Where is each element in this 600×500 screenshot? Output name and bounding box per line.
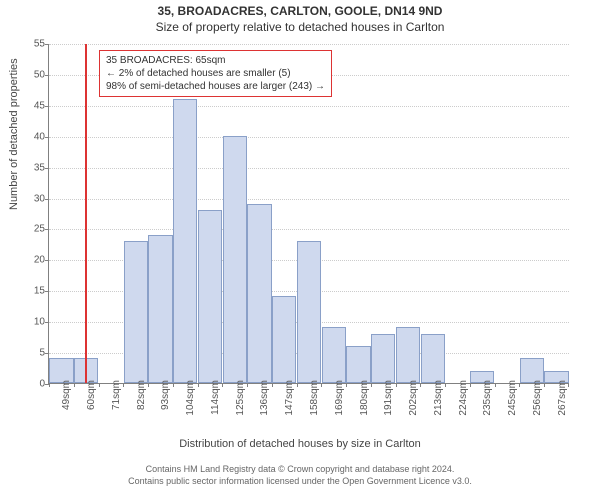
x-tick-mark: [544, 383, 545, 387]
y-tick-mark: [45, 137, 49, 138]
x-tick-mark: [74, 383, 75, 387]
y-axis-label: Number of detached properties: [8, 58, 20, 210]
x-tick-mark: [272, 383, 273, 387]
y-tick-label: 10: [21, 317, 45, 328]
footer-line-1: Contains HM Land Registry data © Crown c…: [0, 464, 600, 476]
x-tick-label: 180sqm: [359, 380, 370, 416]
histogram-bar: [396, 327, 420, 383]
x-tick-label: 114sqm: [210, 380, 221, 415]
y-tick-mark: [45, 322, 49, 323]
y-tick-mark: [45, 353, 49, 354]
x-tick-mark: [470, 383, 471, 387]
x-tick-label: 256sqm: [532, 380, 543, 416]
x-tick-mark: [321, 383, 322, 387]
x-tick-mark: [198, 383, 199, 387]
y-tick-label: 55: [21, 39, 45, 50]
x-tick-label: 191sqm: [383, 380, 394, 416]
grid-line: [49, 137, 569, 138]
page-title: 35, BROADACRES, CARLTON, GOOLE, DN14 9ND: [0, 4, 600, 18]
x-tick-label: 267sqm: [557, 380, 568, 416]
y-tick-label: 30: [21, 193, 45, 204]
histogram-bar: [173, 99, 197, 383]
histogram-bar: [272, 296, 296, 383]
x-tick-label: 224sqm: [458, 380, 469, 416]
y-tick-mark: [45, 168, 49, 169]
grid-line: [49, 199, 569, 200]
histogram-bar: [223, 136, 247, 383]
x-tick-label: 213sqm: [433, 380, 444, 416]
x-tick-label: 235sqm: [482, 380, 493, 416]
y-tick-label: 15: [21, 286, 45, 297]
x-tick-mark: [445, 383, 446, 387]
x-tick-label: 82sqm: [136, 380, 147, 410]
y-tick-label: 45: [21, 100, 45, 111]
x-tick-mark: [222, 383, 223, 387]
x-tick-label: 202sqm: [408, 380, 419, 416]
x-tick-mark: [49, 383, 50, 387]
y-tick-mark: [45, 291, 49, 292]
x-tick-label: 93sqm: [160, 380, 171, 410]
x-tick-mark: [346, 383, 347, 387]
histogram-bar: [346, 346, 370, 383]
y-tick-mark: [45, 106, 49, 107]
x-tick-mark: [568, 383, 569, 387]
x-tick-label: 158sqm: [309, 380, 320, 416]
y-tick-label: 50: [21, 69, 45, 80]
y-tick-label: 25: [21, 224, 45, 235]
x-tick-mark: [495, 383, 496, 387]
chart-area: 051015202530354045505549sqm60sqm71sqm82s…: [48, 44, 568, 384]
x-tick-mark: [247, 383, 248, 387]
histogram-bar: [297, 241, 321, 383]
histogram-bar: [322, 327, 346, 383]
footer-line-2: Contains public sector information licen…: [0, 476, 600, 488]
y-tick-label: 40: [21, 131, 45, 142]
x-tick-mark: [371, 383, 372, 387]
footer-credits: Contains HM Land Registry data © Crown c…: [0, 464, 600, 487]
x-tick-label: 136sqm: [259, 380, 270, 416]
x-tick-label: 104sqm: [185, 380, 196, 416]
page-subtitle: Size of property relative to detached ho…: [0, 20, 600, 34]
grid-line: [49, 44, 569, 45]
annotation-line: 98% of semi-detached houses are larger (…: [106, 80, 325, 93]
x-axis-label: Distribution of detached houses by size …: [0, 438, 600, 450]
annotation-line: ← 2% of detached houses are smaller (5): [106, 67, 325, 80]
histogram-bar: [371, 334, 395, 383]
grid-line: [49, 168, 569, 169]
x-tick-label: 169sqm: [334, 380, 345, 416]
x-tick-label: 147sqm: [284, 380, 295, 416]
x-tick-mark: [123, 383, 124, 387]
histogram-bar: [247, 204, 271, 383]
histogram-bar: [124, 241, 148, 383]
x-tick-mark: [148, 383, 149, 387]
y-tick-mark: [45, 199, 49, 200]
y-tick-label: 20: [21, 255, 45, 266]
y-tick-mark: [45, 229, 49, 230]
x-tick-mark: [297, 383, 298, 387]
x-tick-label: 71sqm: [111, 380, 122, 410]
histogram-bar: [198, 210, 222, 383]
grid-line: [49, 229, 569, 230]
y-tick-label: 35: [21, 162, 45, 173]
x-tick-mark: [396, 383, 397, 387]
x-tick-mark: [420, 383, 421, 387]
x-tick-label: 49sqm: [61, 380, 72, 410]
annotation-line: 35 BROADACRES: 65sqm: [106, 54, 325, 67]
x-tick-label: 245sqm: [507, 380, 518, 416]
y-tick-mark: [45, 260, 49, 261]
x-tick-label: 60sqm: [86, 380, 97, 410]
x-tick-mark: [99, 383, 100, 387]
grid-line: [49, 106, 569, 107]
reference-line: [85, 44, 87, 383]
annotation-box: 35 BROADACRES: 65sqm← 2% of detached hou…: [99, 50, 332, 97]
plot-area: 051015202530354045505549sqm60sqm71sqm82s…: [48, 44, 568, 384]
y-tick-mark: [45, 75, 49, 76]
y-tick-mark: [45, 44, 49, 45]
x-tick-mark: [519, 383, 520, 387]
x-tick-label: 125sqm: [235, 380, 246, 416]
histogram-bar: [148, 235, 172, 383]
x-tick-mark: [173, 383, 174, 387]
y-tick-label: 5: [21, 348, 45, 359]
histogram-bar: [421, 334, 445, 383]
y-tick-label: 0: [21, 379, 45, 390]
